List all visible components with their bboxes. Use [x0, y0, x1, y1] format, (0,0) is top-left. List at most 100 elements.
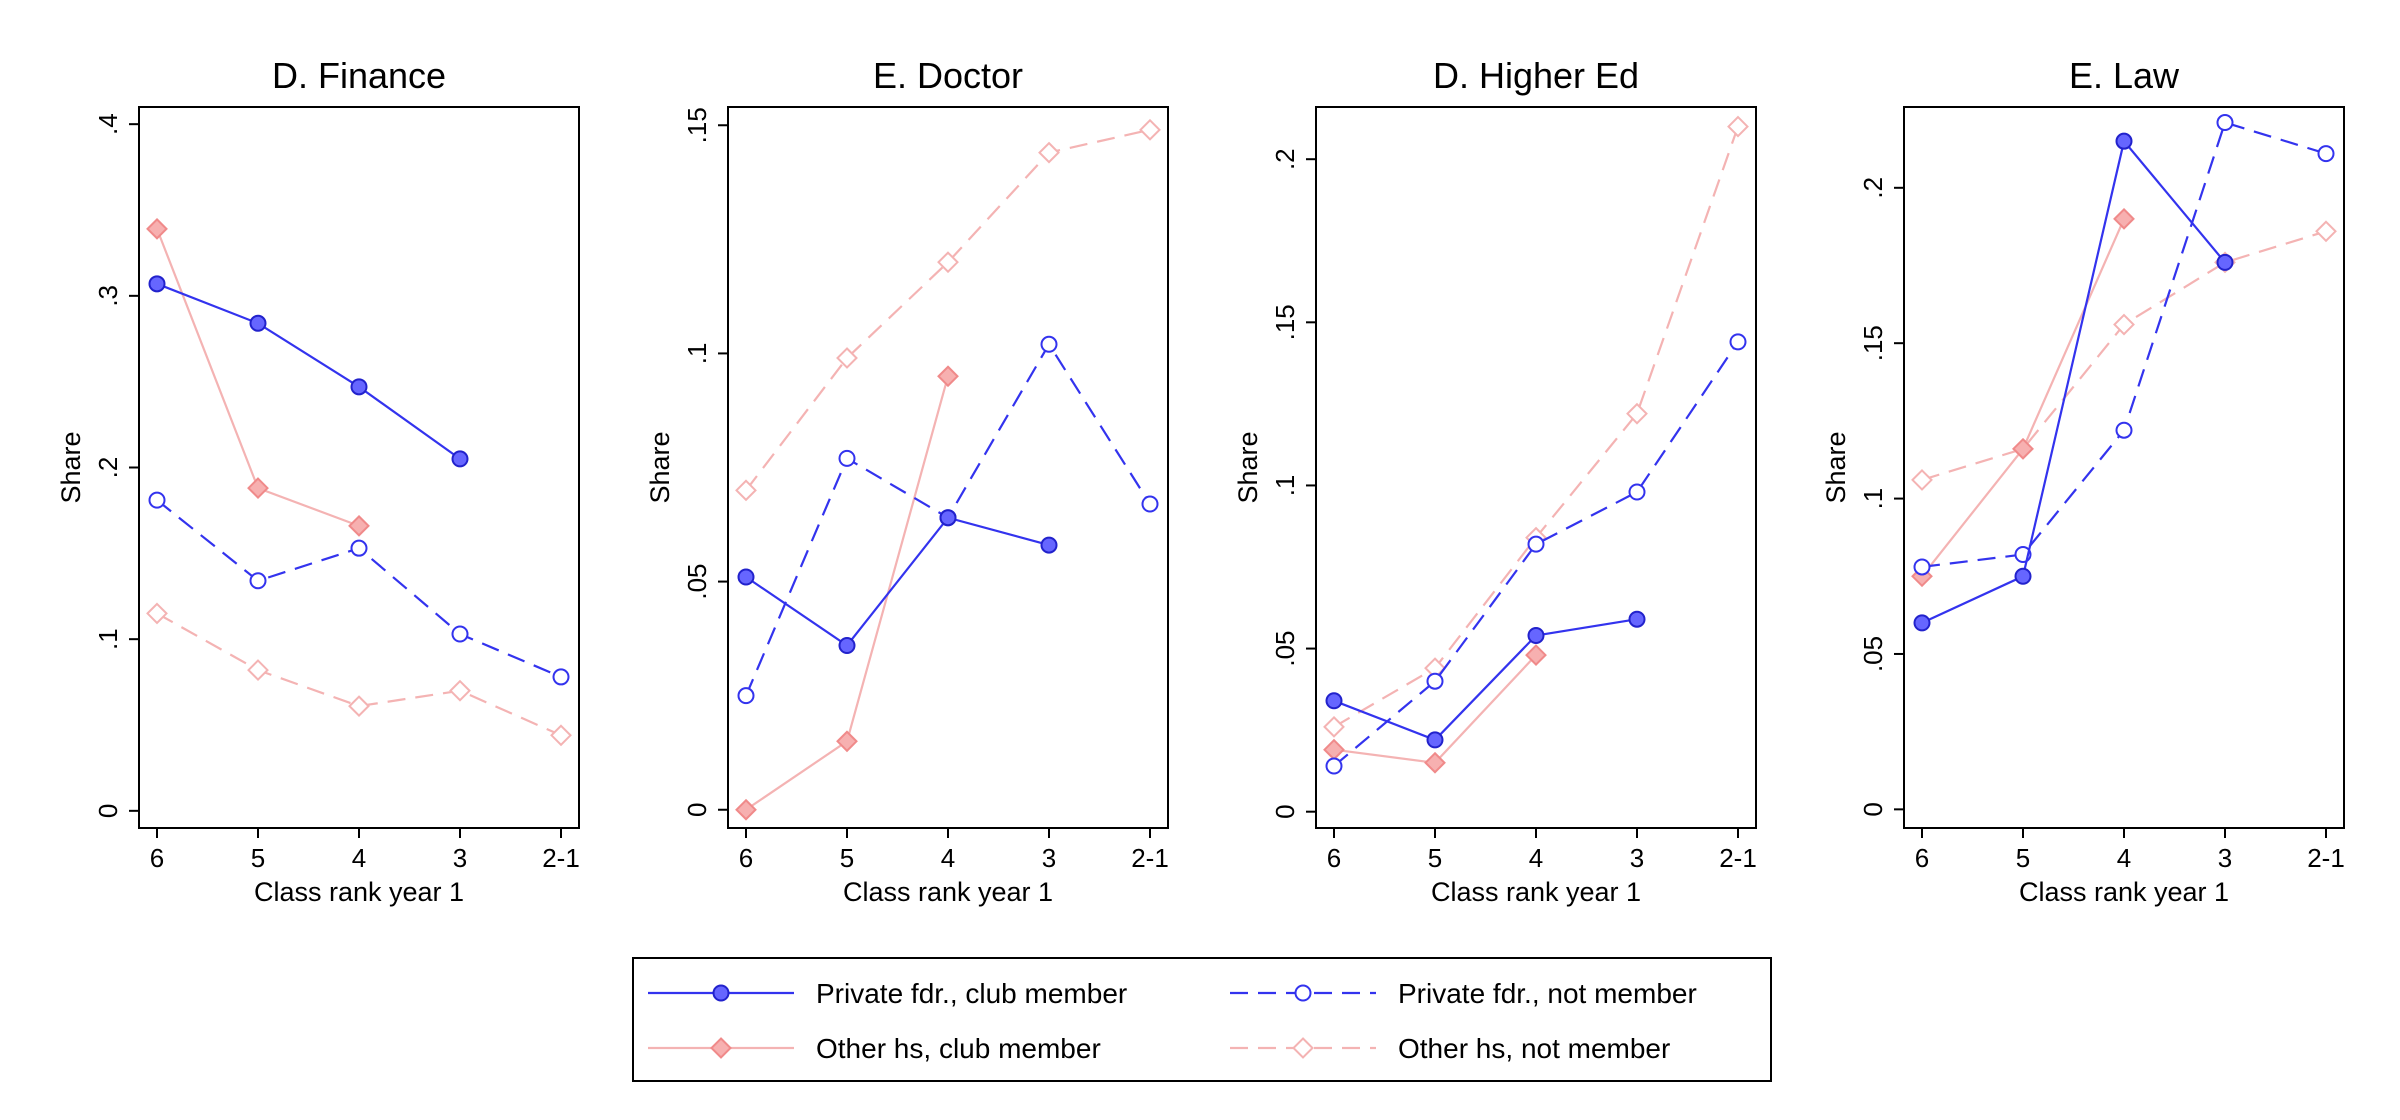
legend-entry: Private fdr., not member	[1230, 978, 1697, 1009]
x-tick-label: 3	[2218, 843, 2232, 873]
data-point	[2113, 313, 2135, 336]
data-point	[1040, 335, 1058, 353]
legend-label: Other hs, club member	[816, 1033, 1101, 1064]
data-point	[937, 365, 959, 388]
x-tick-label: 3	[1630, 843, 1644, 873]
y-tick-label: .15	[1858, 325, 1888, 361]
data-point	[1426, 731, 1444, 749]
legend-label: Private fdr., not member	[1398, 978, 1697, 1009]
legend-entry: Other hs, not member	[1230, 1033, 1670, 1064]
y-tick-label: .1	[93, 628, 123, 650]
data-point	[1426, 672, 1444, 690]
series-line	[1333, 341, 1739, 767]
x-tick-label: 4	[1529, 843, 1543, 873]
x-axis-title: Class rank year 1	[254, 877, 464, 907]
y-tick-label: .2	[1270, 148, 1300, 170]
legend-swatch-marker	[710, 1037, 732, 1059]
x-tick-label: 3	[453, 843, 467, 873]
series-3	[1323, 644, 1547, 774]
data-point	[451, 450, 469, 468]
legend-entry: Other hs, club member	[648, 1033, 1101, 1064]
data-point	[1626, 402, 1648, 425]
series-2	[1325, 333, 1747, 775]
x-tick-label: 6	[150, 843, 164, 873]
series-line	[1333, 618, 1638, 742]
y-tick-label: .1	[1270, 475, 1300, 497]
data-point	[146, 602, 168, 625]
data-point	[1139, 118, 1161, 141]
x-tick-label: 2-1	[1719, 843, 1757, 873]
y-tick-label: .1	[1858, 488, 1888, 510]
data-point	[247, 659, 269, 681]
y-tick-label: 0	[682, 803, 712, 817]
series-line	[745, 128, 1151, 491]
panel-title: D. Higher Ed	[1433, 55, 1639, 96]
series-3	[146, 217, 370, 537]
data-point	[2014, 567, 2032, 585]
series-4	[146, 602, 572, 747]
legend-swatch-marker	[1292, 1037, 1314, 1059]
data-point	[1525, 644, 1547, 667]
data-point	[1729, 333, 1747, 351]
x-tick-label: 5	[251, 843, 265, 873]
data-point	[1527, 627, 1545, 645]
legend-swatch-marker	[712, 984, 730, 1002]
y-tick-label: .3	[93, 285, 123, 307]
data-point	[350, 539, 368, 557]
data-point	[148, 491, 166, 509]
panel-title: E. Doctor	[873, 55, 1023, 96]
y-tick-label: .2	[93, 457, 123, 479]
data-point	[836, 347, 858, 369]
data-point	[449, 679, 471, 702]
data-point	[348, 514, 370, 537]
x-tick-label: 5	[1428, 843, 1442, 873]
data-point	[552, 668, 570, 686]
data-point	[1727, 115, 1749, 138]
data-point	[1424, 751, 1446, 774]
data-point	[249, 314, 267, 332]
series-1	[148, 275, 469, 468]
data-point	[2115, 421, 2133, 439]
y-tick-label: .2	[1858, 177, 1888, 199]
x-tick-label: 5	[840, 843, 854, 873]
plot-frame	[727, 106, 1169, 829]
data-point	[451, 625, 469, 643]
data-point	[737, 568, 755, 586]
x-tick-label: 4	[941, 843, 955, 873]
data-point	[2113, 207, 2135, 230]
data-point	[249, 572, 267, 590]
x-tick-label: 2-1	[1131, 843, 1169, 873]
x-tick-label: 4	[2117, 843, 2131, 873]
data-point	[2012, 437, 2034, 460]
y-tick-label: .1	[682, 343, 712, 365]
y-tick-label: .05	[1858, 636, 1888, 672]
x-tick-label: 2-1	[2307, 843, 2345, 873]
data-point	[735, 479, 757, 502]
y-tick-label: .05	[1270, 630, 1300, 666]
data-point	[348, 695, 370, 718]
data-point	[735, 798, 757, 821]
series-4	[1911, 220, 2337, 491]
panel-4: E. Law 0 .05 .1 .15 .2 6 5 4 3 2-1 Class rank year …	[1821, 55, 2345, 907]
y-tick-label: .15	[682, 107, 712, 143]
series-line	[1921, 138, 2226, 624]
y-tick-label: .05	[682, 564, 712, 600]
y-tick-label: .4	[93, 113, 123, 135]
data-point	[1911, 469, 1933, 491]
x-tick-label: 5	[2016, 843, 2030, 873]
y-axis-title: Share	[56, 431, 86, 503]
series-3	[735, 365, 959, 821]
x-tick-label: 6	[1915, 843, 1929, 873]
data-point	[550, 724, 572, 747]
legend-entry: Private fdr., club member	[648, 978, 1127, 1009]
y-tick-label: 0	[1858, 802, 1888, 816]
data-point	[1323, 715, 1345, 738]
series-line	[1921, 230, 2327, 481]
data-point	[350, 378, 368, 396]
plot-frame	[138, 106, 580, 829]
x-axis-title: Class rank year 1	[2019, 877, 2229, 907]
legend-swatch-marker	[1294, 984, 1312, 1002]
data-point	[836, 730, 858, 753]
data-point	[737, 687, 755, 705]
x-axis-title: Class rank year 1	[1431, 877, 1641, 907]
